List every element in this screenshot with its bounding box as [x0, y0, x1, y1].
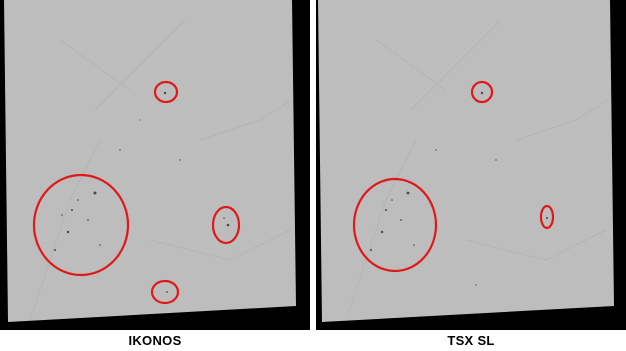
highlight-circle-bottom	[150, 279, 180, 305]
tsx-sl-image-surface	[318, 0, 614, 322]
highlight-circle-large	[352, 177, 438, 273]
ikonos-speckles	[54, 91, 230, 293]
highlight-circle-top	[470, 80, 494, 104]
ikonos-image-surface	[4, 0, 296, 322]
tsx-sl-image-panel	[316, 0, 626, 330]
tsx-sl-speckles	[370, 91, 548, 286]
highlight-circle-top	[153, 80, 179, 104]
ikonos-image	[0, 0, 310, 330]
ikonos-caption: IKONOS	[128, 333, 182, 348]
highlight-circle-right	[211, 205, 241, 245]
ikonos-image-panel	[0, 0, 310, 330]
tsx-sl-image	[316, 0, 626, 330]
highlight-circle-large	[32, 173, 130, 277]
highlight-circle-right	[539, 204, 555, 230]
tsx-sl-caption: TSX SL	[447, 333, 495, 348]
